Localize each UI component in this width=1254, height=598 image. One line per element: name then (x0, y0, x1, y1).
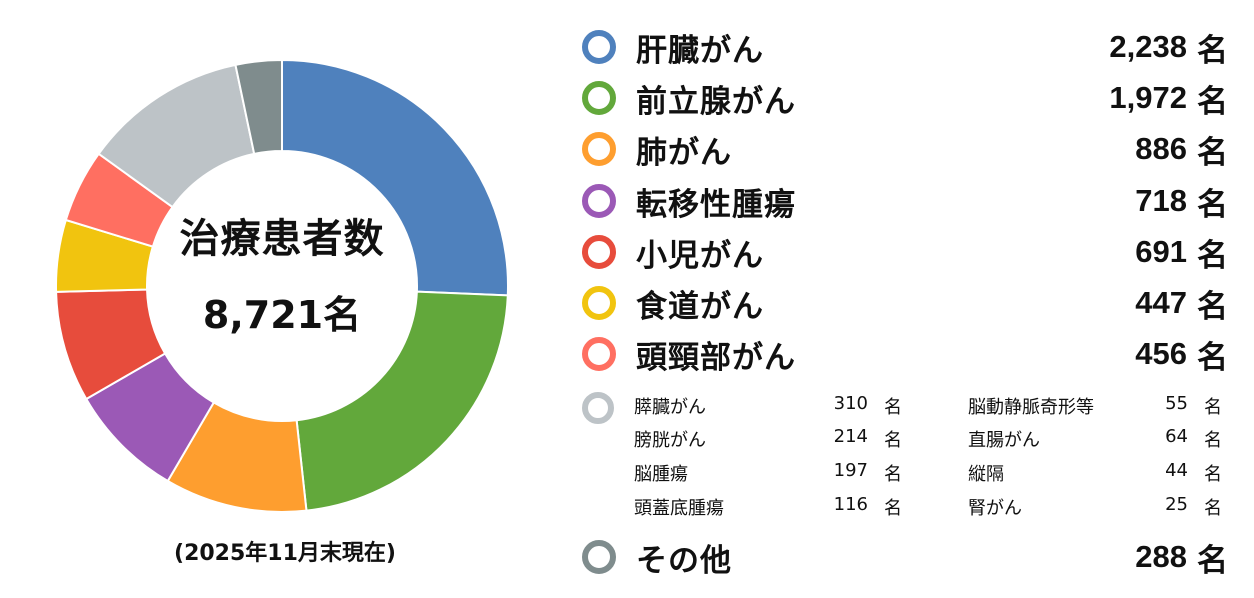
ring-marker-icon (582, 540, 616, 574)
legend-unit: 名 (1197, 32, 1228, 69)
donut-slice (234, 58, 283, 156)
chart-center-title: 治療患者数 (179, 216, 385, 262)
ring-marker-icon (582, 30, 616, 64)
legend-item-pediatric: 小児がん 691 名 (578, 227, 1228, 277)
ring-marker-icon (582, 81, 616, 115)
legend-value: 691 (1135, 234, 1187, 269)
legend-value: 447 (1135, 285, 1187, 320)
ring-marker-icon (582, 286, 616, 320)
legend-item-head-neck: 頭頸部がん 456 名 (578, 329, 1228, 379)
donut-slice (281, 58, 509, 297)
legend-unit: 名 (1197, 288, 1228, 325)
legend-value: 1,972 (1109, 80, 1187, 115)
date-note: (2025年11月末現在) (174, 541, 396, 566)
legend-label: 小児がん (636, 237, 764, 274)
donut-slice (295, 290, 509, 512)
legend-value: 718 (1135, 183, 1187, 218)
ring-marker-icon (582, 392, 614, 424)
legend-item-prostate: 前立腺がん 1,972 名 (578, 73, 1228, 123)
ring-marker-icon (582, 184, 616, 218)
legend-item-lung: 肺がん 886 名 (578, 124, 1228, 174)
legend-value: 886 (1135, 131, 1187, 166)
legend-item-metastatic: 転移性腫瘍 718 名 (578, 176, 1228, 226)
legend-unit: 名 (1197, 542, 1228, 579)
legend-item-liver: 肝臓がん 2,238 名 (578, 22, 1228, 72)
legend-item-esophagus: 食道がん 447 名 (578, 278, 1228, 328)
ring-marker-icon (582, 337, 616, 371)
legend-item-other: その他 288 名 (578, 532, 1228, 582)
chart-center-total: 8,721名 (202, 293, 362, 337)
legend-label: 転移性腫瘍 (636, 186, 796, 223)
legend-value: 456 (1135, 336, 1187, 371)
legend-value: 2,238 (1109, 29, 1187, 64)
legend-unit: 名 (1197, 339, 1228, 376)
ring-marker-icon (582, 235, 616, 269)
legend-label: 肝臓がん (636, 32, 764, 69)
legend-label: 前立腺がん (636, 83, 796, 120)
legend-unit: 名 (1197, 237, 1228, 274)
legend-unit: 名 (1197, 134, 1228, 171)
donut-chart (55, 58, 509, 513)
legend-value: 288 (1135, 539, 1187, 574)
legend-label: その他 (636, 542, 732, 579)
legend-label: 頭頸部がん (636, 339, 796, 376)
legend-unit: 名 (1197, 186, 1228, 223)
ring-marker-icon (582, 132, 616, 166)
legend-unit: 名 (1197, 83, 1228, 120)
legend-label: 食道がん (636, 288, 764, 325)
legend-label: 肺がん (636, 134, 732, 171)
